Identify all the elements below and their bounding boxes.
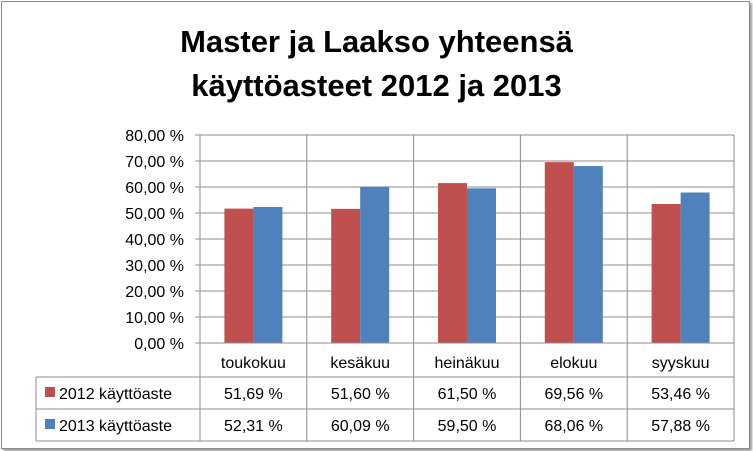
bar-2013 — [680, 192, 710, 343]
y-tick-label: 50,00 % — [125, 206, 184, 223]
y-tick-label: 60,00 % — [125, 180, 184, 197]
x-category-label: heinäkuu — [435, 355, 500, 372]
y-tick-label: 70,00 % — [125, 154, 184, 171]
bar-2013 — [573, 166, 603, 343]
x-category-label: syyskuu — [652, 355, 710, 372]
y-tick-label: 30,00 % — [125, 258, 184, 275]
bar-2012 — [651, 204, 681, 343]
bar-2013 — [360, 186, 390, 343]
bar-2012 — [438, 183, 467, 343]
bar-2012 — [544, 162, 574, 343]
bar-2013 — [467, 188, 496, 343]
y-tick-label: 40,00 % — [125, 232, 184, 249]
x-category-label: elokuu — [550, 355, 597, 372]
legend-key-2012 — [45, 387, 55, 397]
chart-title: Master ja Laakso yhteensä käyttöasteet 2… — [0, 20, 753, 108]
bar-2013 — [253, 206, 283, 343]
data-label: 51,60 % — [331, 386, 390, 403]
x-category-label: toukokuu — [221, 355, 286, 372]
data-label: 68,06 % — [544, 418, 603, 435]
data-label: 53,46 % — [651, 386, 710, 403]
data-label: 61,50 % — [438, 386, 497, 403]
data-label: 60,09 % — [331, 418, 390, 435]
x-category-label: kesäkuu — [330, 355, 390, 372]
data-label: 52,31 % — [224, 418, 283, 435]
y-tick-label: 0,00 % — [134, 336, 184, 353]
bar-2012 — [224, 208, 254, 343]
bar-2012 — [331, 208, 361, 343]
chart-title-line-2: käyttöasteet 2012 ja 2013 — [191, 68, 562, 103]
legend-label: 2013 käyttöaste — [59, 418, 172, 435]
y-tick-label: 10,00 % — [125, 310, 184, 327]
data-label: 59,50 % — [438, 418, 497, 435]
chart-title-line-1: Master ja Laakso yhteensä — [180, 24, 573, 59]
y-tick-label: 80,00 % — [125, 128, 184, 145]
data-label: 69,56 % — [544, 386, 603, 403]
legend-label: 2012 käyttöaste — [59, 386, 172, 403]
data-label: 57,88 % — [651, 418, 710, 435]
y-tick-label: 20,00 % — [125, 284, 184, 301]
legend-key-2013 — [45, 419, 55, 429]
data-label: 51,69 % — [224, 386, 283, 403]
